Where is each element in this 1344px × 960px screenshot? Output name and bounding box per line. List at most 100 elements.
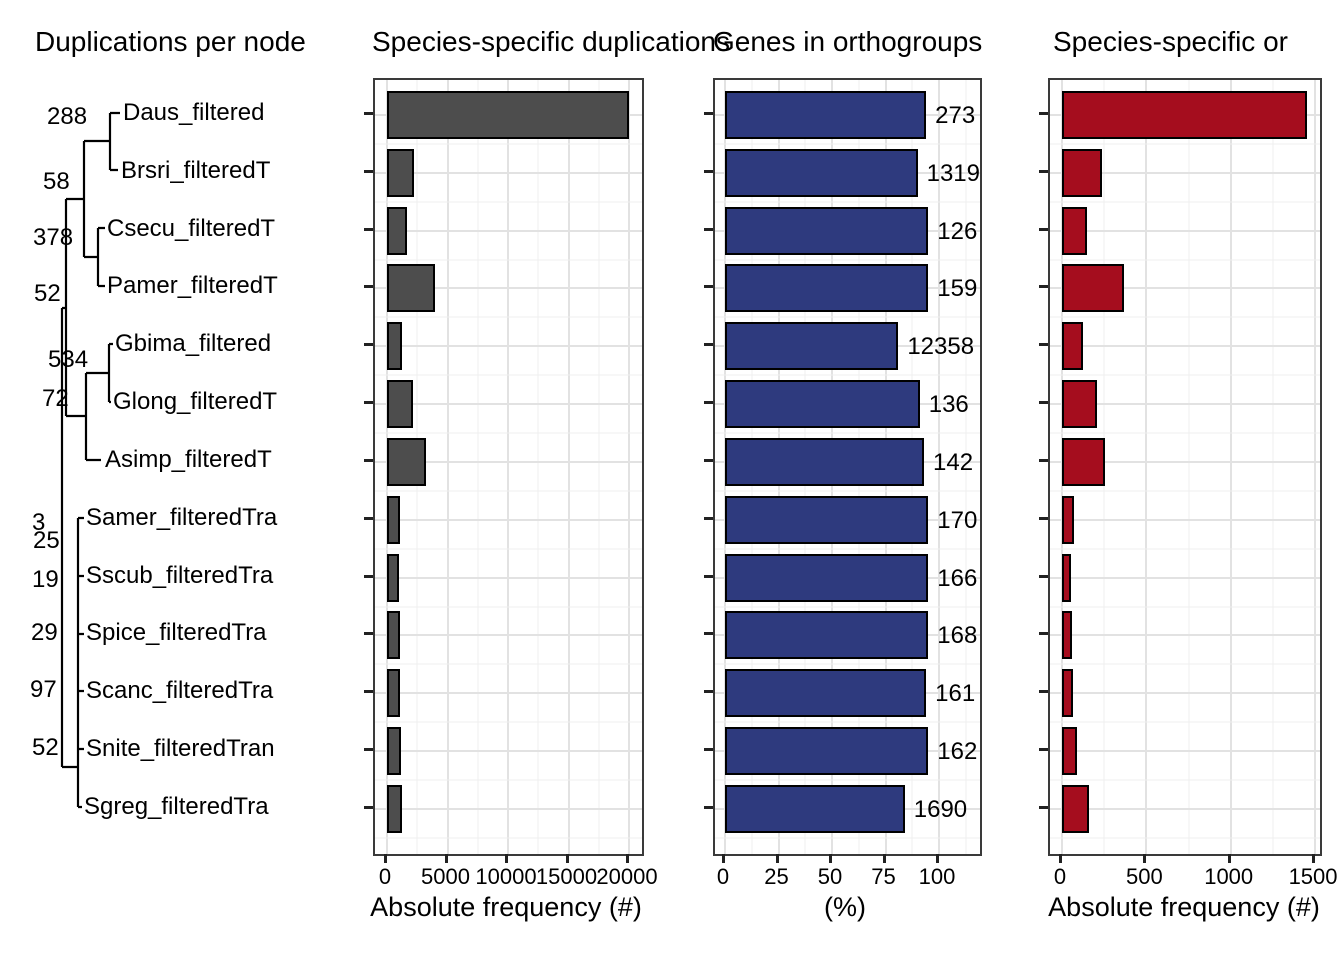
- gridline: [1272, 80, 1274, 854]
- gridline: [1050, 374, 1320, 376]
- gridline: [1050, 548, 1320, 550]
- gridline: [1050, 692, 1320, 695]
- gridline: [598, 80, 600, 854]
- bar: [1062, 784, 1089, 833]
- bar: [1062, 669, 1073, 718]
- gridline: [375, 490, 642, 492]
- x-tick: [505, 854, 508, 863]
- bar: [725, 206, 929, 255]
- gridline: [715, 259, 980, 261]
- gridline: [375, 692, 642, 695]
- x-tick: [384, 854, 387, 863]
- bar: [725, 148, 918, 197]
- gridline: [375, 171, 642, 174]
- gridline: [1050, 432, 1320, 434]
- gridline: [1314, 80, 1317, 854]
- y-tick: [704, 574, 713, 578]
- gridline: [1050, 316, 1320, 318]
- gridline: [1050, 259, 1320, 261]
- gridline: [446, 80, 449, 854]
- x-tick-label: 100: [918, 864, 956, 889]
- bar-value-label: 166: [937, 564, 978, 592]
- tip-label: Glong_filteredT: [113, 388, 278, 416]
- node-label: 378: [33, 224, 74, 251]
- phylogenetic-tree: Daus_filtered Brsri_filteredT Csecu_filter…: [0, 0, 352, 960]
- bar: [725, 553, 929, 602]
- tip-label: Csecu_filteredT: [107, 214, 276, 242]
- gridline: [715, 316, 980, 318]
- gridline: [715, 606, 980, 608]
- bar: [387, 437, 426, 486]
- gridline: [375, 403, 642, 406]
- x-tick-label: 0: [716, 864, 730, 889]
- y-tick: [704, 169, 713, 173]
- x-tick-label: 0: [378, 864, 392, 889]
- x-tick: [1312, 854, 1316, 863]
- gridline: [375, 807, 642, 810]
- bar: [1062, 611, 1073, 660]
- tip-label: Samer_filteredTra: [86, 503, 278, 531]
- x-tick: [1143, 854, 1147, 863]
- gridline: [1050, 721, 1320, 723]
- bar: [387, 380, 413, 429]
- tip-label: Sscub_filteredTra: [86, 561, 274, 589]
- gridline: [715, 779, 980, 781]
- x-tick-label: 10000: [475, 864, 537, 889]
- bar-value-label: 273: [935, 102, 976, 129]
- bar-value-label: 1690: [913, 795, 968, 823]
- x-tick: [444, 854, 448, 863]
- gridline: [1188, 80, 1190, 854]
- gridline: [1050, 779, 1320, 781]
- bar: [725, 495, 929, 544]
- node-label: 288: [47, 103, 88, 130]
- bar-value-label: 159: [937, 275, 978, 303]
- gridline: [715, 201, 980, 203]
- gridline: [375, 750, 642, 753]
- y-tick: [704, 805, 713, 809]
- species-specific-duplications-title: Species-specific duplications: [372, 26, 730, 57]
- x-tick-label: 20000: [596, 864, 658, 889]
- genes-in-orthogroups-panel: 273 1319 126 159 12358 136 142 170 166 168 161 162 1…: [713, 78, 982, 856]
- gridline: [965, 80, 967, 854]
- y-tick: [1039, 574, 1048, 578]
- gridline: [375, 201, 642, 203]
- y-tick: [364, 343, 373, 347]
- x-tick: [936, 854, 939, 863]
- gridline: [375, 576, 642, 579]
- x-tick: [565, 854, 569, 863]
- bar: [387, 727, 401, 776]
- x-tick: [626, 854, 629, 863]
- gridline: [1050, 750, 1320, 753]
- x-tick-label: 1500: [1288, 864, 1338, 889]
- bar: [387, 784, 402, 833]
- y-tick: [1039, 169, 1048, 173]
- gridline: [375, 143, 642, 145]
- bar: [1062, 91, 1307, 139]
- bar: [387, 148, 414, 197]
- tip-label: Daus_filtered: [123, 99, 265, 126]
- bar: [387, 553, 400, 602]
- bar: [387, 495, 400, 544]
- gridline: [375, 287, 642, 290]
- x-tick-label: 15000: [535, 864, 598, 889]
- tip-label: Pamer_filteredT: [107, 272, 278, 300]
- gridline: [375, 432, 642, 434]
- x-tick-label: 0: [1053, 864, 1067, 889]
- bar: [387, 91, 629, 139]
- bar-value-label: 161: [935, 680, 976, 708]
- y-tick: [704, 227, 713, 231]
- gridline: [1050, 576, 1320, 579]
- node-label: 52: [34, 280, 61, 307]
- tip-label: Brsri_filteredT: [121, 156, 271, 184]
- gridline: [567, 80, 570, 854]
- y-tick: [704, 401, 713, 405]
- x-tick: [829, 854, 832, 863]
- x-axis-title-percent: (%): [824, 892, 866, 922]
- gridline: [1050, 143, 1320, 145]
- gridline: [1145, 80, 1148, 854]
- species-specific-orthogroups-title: Species-specific or: [1053, 26, 1288, 57]
- gridline: [375, 634, 642, 637]
- bar: [387, 264, 436, 313]
- y-tick: [1039, 748, 1048, 752]
